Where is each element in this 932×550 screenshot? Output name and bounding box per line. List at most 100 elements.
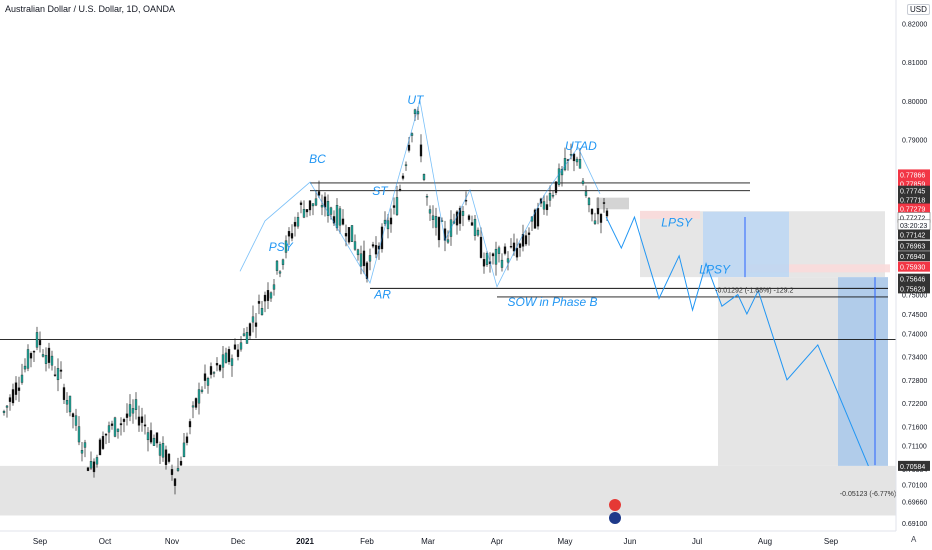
- candle-body: [572, 153, 576, 162]
- x-tick-label: Jul: [692, 537, 702, 546]
- event-flag-icon-circle: [609, 499, 621, 511]
- candle-body: [50, 355, 54, 366]
- candle-body: [8, 397, 12, 402]
- y-tick-label: 0.69660: [902, 500, 927, 507]
- candle-body: [437, 217, 441, 241]
- candle-body: [467, 215, 471, 220]
- candle-body: [338, 208, 342, 226]
- annotation-label: LPSY: [699, 263, 731, 277]
- candle-body: [599, 213, 603, 223]
- candle-body: [227, 349, 231, 363]
- candle-body: [284, 240, 288, 253]
- price-tag-label: 0.75646: [900, 277, 925, 284]
- candle-body: [533, 209, 537, 229]
- candle-body: [83, 442, 87, 448]
- x-tick-label: Jun: [624, 537, 637, 546]
- price-tag: [898, 178, 930, 189]
- candle-body: [248, 323, 252, 336]
- candle-body: [428, 209, 432, 214]
- candle-body: [389, 217, 393, 225]
- candle-body: [221, 354, 225, 368]
- candle-body: [257, 301, 261, 304]
- current-price-box: [596, 197, 629, 210]
- price-tag: [898, 203, 930, 214]
- x-tick-label: 2021: [296, 537, 314, 546]
- candle-body: [296, 216, 300, 227]
- price-tag: [898, 251, 930, 262]
- candle-body: [482, 259, 486, 267]
- candle-body: [302, 209, 306, 218]
- candle-body: [173, 478, 177, 486]
- event-flag-icon: [609, 499, 621, 524]
- price-tag-label: 0.77718: [900, 198, 925, 205]
- y-tick-label: 0.74500: [902, 312, 927, 319]
- candle-body: [542, 201, 546, 210]
- price-tag-label: 0.75930: [900, 265, 925, 272]
- y-tick-label: 0.70100: [902, 482, 927, 489]
- candle-body: [263, 294, 267, 302]
- y-tick-label: 0.74000: [902, 331, 927, 338]
- candle-body: [179, 460, 183, 466]
- price-tag: [898, 273, 930, 284]
- candle-body: [305, 209, 309, 213]
- annotation-label: BC: [309, 152, 326, 166]
- candle-body: [56, 368, 60, 381]
- candle-body: [425, 196, 429, 198]
- candle-body: [431, 215, 435, 221]
- annotation-label: SOW in Phase B: [508, 295, 598, 309]
- demand-zone-box: [0, 465, 896, 516]
- candle-body: [197, 389, 201, 404]
- candle-body: [182, 442, 186, 458]
- candle-body: [569, 154, 573, 156]
- projection-path: [605, 215, 869, 467]
- candle-body: [29, 353, 33, 359]
- auto-scale-button[interactable]: A: [911, 535, 917, 544]
- candle-body: [98, 439, 102, 456]
- currency-button[interactable]: USD: [907, 4, 930, 15]
- candle-body: [293, 221, 297, 227]
- lpsy-supply-zone-1: [640, 210, 700, 219]
- candle-body: [404, 164, 408, 166]
- candle-body: [137, 416, 141, 426]
- candle-body: [515, 248, 519, 258]
- candle-body: [26, 349, 30, 369]
- candle-body: [71, 413, 75, 418]
- candle-body: [290, 233, 294, 239]
- y-tick-label: 0.79000: [902, 138, 927, 145]
- candle-body: [218, 364, 222, 371]
- x-tick-label: Nov: [165, 537, 179, 546]
- candle-body: [122, 419, 126, 422]
- short-risk-box-2: [718, 277, 838, 466]
- candle-body: [44, 355, 48, 364]
- wyckoff-structure-path: [239, 100, 601, 288]
- candle-body: [194, 398, 198, 408]
- x-tick-label: Sep: [824, 537, 839, 546]
- y-tick-label: 0.82000: [902, 21, 927, 28]
- candle-body: [458, 207, 462, 224]
- candle-body: [131, 408, 135, 414]
- candle-body: [113, 417, 117, 437]
- candle-body: [62, 387, 66, 400]
- candle-body: [308, 200, 312, 211]
- candle-body: [245, 332, 249, 344]
- candle-body: [68, 395, 72, 413]
- candle-body: [23, 365, 27, 370]
- y-tick-label: 0.71100: [902, 444, 927, 451]
- candle-body: [326, 201, 330, 216]
- x-tick-label: Aug: [758, 537, 772, 546]
- candle-body: [206, 378, 210, 386]
- candle-body: [362, 250, 366, 267]
- candles: [2, 106, 609, 495]
- candle-body: [125, 413, 129, 418]
- price-tag-label: 0.77279: [900, 207, 925, 214]
- candle-body: [476, 229, 480, 236]
- price-tag: [898, 460, 930, 471]
- candle-body: [485, 253, 489, 265]
- event-flag-icon-circle-2: [609, 512, 621, 524]
- candle-body: [140, 416, 144, 423]
- candle-body: [368, 255, 372, 262]
- candle-body: [275, 260, 279, 271]
- candle-body: [2, 410, 6, 413]
- candle-body: [215, 363, 219, 366]
